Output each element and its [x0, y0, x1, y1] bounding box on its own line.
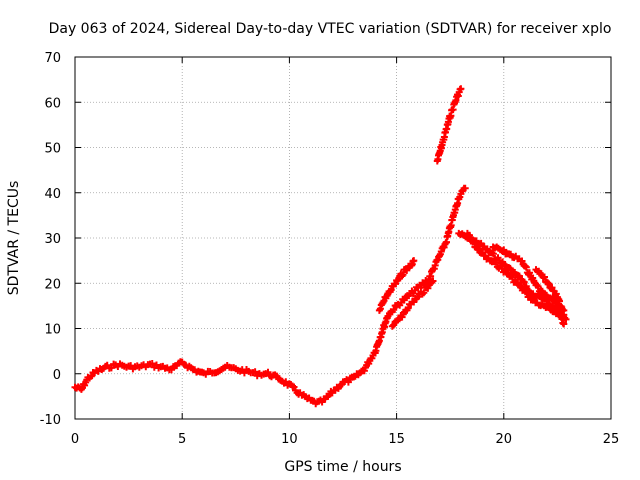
- series-markers: [71, 184, 469, 408]
- y-tick-label: 70: [44, 51, 61, 66]
- x-axis-label: GPS time / hours: [284, 459, 401, 475]
- x-tick-label: 25: [603, 432, 620, 447]
- series-markers: [433, 85, 465, 165]
- series-markers: [388, 277, 437, 330]
- y-tick-label: 60: [44, 96, 61, 111]
- series-upper-branch: [375, 257, 418, 314]
- y-tick-label: 20: [44, 277, 61, 292]
- x-tick-label: 5: [178, 432, 186, 447]
- y-tick-label: 0: [53, 368, 61, 383]
- series-main: [71, 184, 469, 408]
- series-late-branch: [388, 277, 437, 330]
- series-markers: [532, 266, 568, 319]
- x-tick-label: 10: [281, 432, 298, 447]
- y-axis-label: SDTVAR / TECUs: [6, 181, 22, 296]
- series-decay-c: [489, 243, 568, 314]
- series-markers: [375, 257, 418, 314]
- x-tick-label: 15: [388, 432, 405, 447]
- grid: [75, 57, 611, 419]
- series-markers: [489, 243, 568, 314]
- y-tick-label: 50: [44, 142, 61, 157]
- data-series: [71, 85, 570, 408]
- series-markers: [463, 229, 570, 323]
- chart-title: Day 063 of 2024, Sidereal Day-to-day VTE…: [49, 21, 612, 37]
- x-tick-label: 0: [71, 432, 79, 447]
- series-tail: [532, 266, 568, 319]
- y-tick-label: 30: [44, 232, 61, 247]
- series-isolated-segment: [433, 85, 465, 165]
- y-tick-label: -10: [40, 413, 61, 428]
- series-decay-b: [463, 229, 570, 323]
- y-tick-label: 10: [44, 323, 61, 338]
- x-tick-label: 20: [496, 432, 513, 447]
- y-tick-label: 40: [44, 187, 61, 202]
- y-axis: -10 0 10 20 30 40 50 60 70: [40, 51, 611, 428]
- x-axis: 0 5 10 15 20 25: [71, 57, 619, 447]
